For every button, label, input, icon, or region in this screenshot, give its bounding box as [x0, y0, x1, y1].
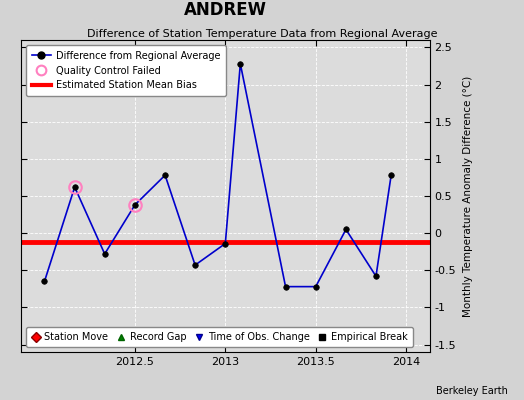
- Y-axis label: Monthly Temperature Anomaly Difference (°C): Monthly Temperature Anomaly Difference (…: [463, 75, 473, 317]
- Legend: Station Move, Record Gap, Time of Obs. Change, Empirical Break: Station Move, Record Gap, Time of Obs. C…: [26, 328, 412, 347]
- Title: ANDREW: ANDREW: [184, 1, 267, 19]
- Text: Berkeley Earth: Berkeley Earth: [436, 386, 508, 396]
- Text: Difference of Station Temperature Data from Regional Average: Difference of Station Temperature Data f…: [87, 29, 437, 39]
